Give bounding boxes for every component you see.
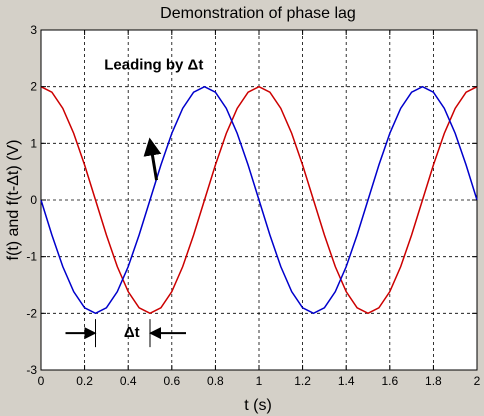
x-tick-label: 1 — [256, 374, 263, 388]
y-tick-label: -2 — [26, 306, 37, 320]
leading-annotation: Leading by Δt — [104, 57, 203, 74]
y-tick-label: 2 — [30, 80, 37, 94]
x-tick-label: 1.8 — [425, 374, 442, 388]
x-tick-label: 1.2 — [294, 374, 311, 388]
x-tick-label: 0.2 — [76, 374, 93, 388]
x-tick-label: 1.4 — [338, 374, 355, 388]
series-line-red — [40, 85, 478, 315]
y-tick-label: -3 — [26, 363, 37, 377]
chart-title: Demonstration of phase lag — [160, 5, 356, 22]
y-tick-label: 3 — [30, 23, 37, 37]
y-tick-label: 1 — [30, 136, 37, 150]
x-tick-label: 0.8 — [207, 374, 224, 388]
leading-arrow — [143, 137, 162, 181]
series-line-blue — [40, 85, 478, 315]
series-layer — [40, 85, 478, 315]
delta-t-annotation: Δt — [124, 324, 140, 341]
y-axis-label: f(t) and f(t-Δt) (V) — [5, 140, 22, 261]
x-tick-label: 0.4 — [120, 374, 137, 388]
x-tick-label: 0 — [38, 374, 45, 388]
y-tick-label: 0 — [30, 193, 37, 207]
x-axis-label: t (s) — [244, 397, 272, 414]
x-tick-label: 2 — [474, 374, 481, 388]
x-tick-label: 1.6 — [381, 374, 398, 388]
x-tick-label: 0.6 — [163, 374, 180, 388]
tick-layer: 0 0.2 0.4 0.6 0.8 1 1.2 1.4 1.6 1.8 2 -3 -2 -1 0 1 2 3 — [26, 23, 480, 388]
annotation-layer: Leading by Δt Δt — [65, 57, 203, 348]
y-tick-label: -1 — [26, 250, 37, 264]
